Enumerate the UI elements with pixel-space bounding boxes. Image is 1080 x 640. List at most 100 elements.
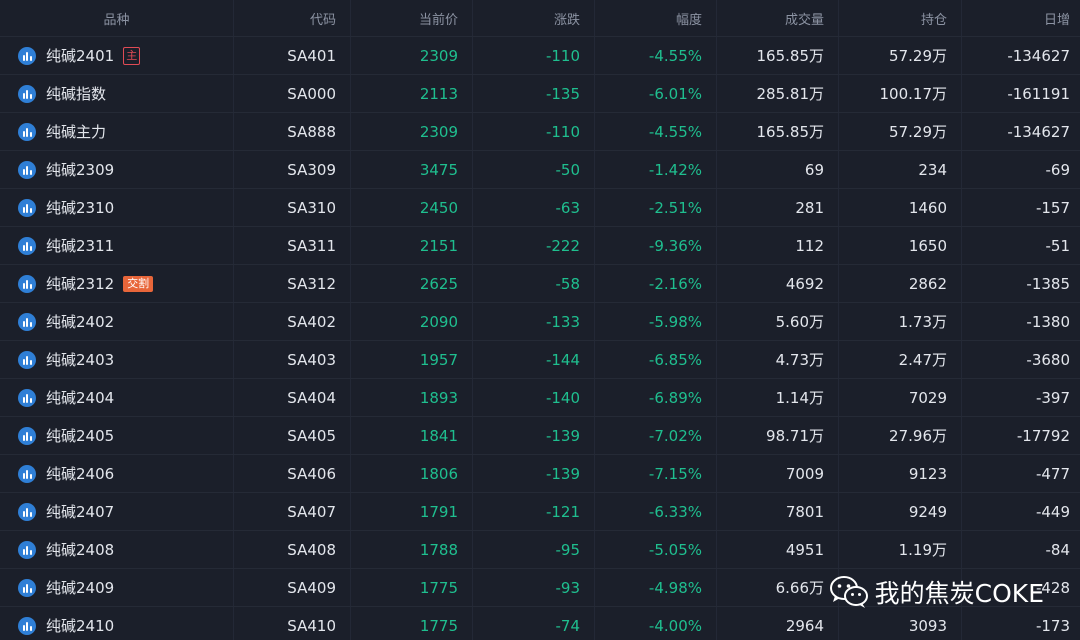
header-change[interactable]: 涨跌 [473,0,595,36]
header-name[interactable]: 品种 [0,0,234,36]
table-row[interactable]: 纯碱2405 SA405 1841 -139 -7.02% 98.71万 27.96万 -17… [0,417,1080,455]
percent-change: -6.01% [595,75,717,112]
bar-chart-icon[interactable] [18,502,36,521]
table-row[interactable]: 纯碱2312 交割 SA312 2625 -58 -2.16% 4692 2862 -1385 [0,265,1080,303]
current-price: 1841 [351,417,473,454]
header-volume[interactable]: 成交量 [717,0,839,36]
contract-name: 纯碱2406 [46,465,115,483]
percent-change: -9.36% [595,227,717,264]
bar-chart-icon[interactable] [18,616,36,635]
contract-name-cell[interactable]: 纯碱指数 [0,75,234,112]
table-row[interactable]: 纯碱主力 SA888 2309 -110 -4.55% 165.85万 57.29万 -134… [0,113,1080,151]
percent-change: -7.15% [595,455,717,492]
contract-name-cell[interactable]: 纯碱2409 [0,569,234,606]
table-row[interactable]: 纯碱2401 主 SA401 2309 -110 -4.55% 165.85万 57.29万 -… [0,37,1080,75]
bar-chart-icon[interactable] [18,122,36,141]
bar-chart-icon[interactable] [18,274,36,293]
open-interest: 234 [839,151,962,188]
contract-name: 纯碱2407 [46,503,115,521]
bar-chart-icon[interactable] [18,426,36,445]
current-price: 2625 [351,265,473,302]
contract-name: 纯碱2309 [46,161,115,179]
open-interest: 57.29万 [839,113,962,150]
percent-change: -1.42% [595,151,717,188]
contract-name-cell[interactable]: 纯碱2410 [0,607,234,640]
current-price: 1775 [351,569,473,606]
contract-name: 纯碱2405 [46,427,115,445]
bar-chart-icon[interactable] [18,84,36,103]
bar-chart-icon[interactable] [18,312,36,331]
bar-chart-icon[interactable] [18,350,36,369]
table-row[interactable]: 纯碱2402 SA402 2090 -133 -5.98% 5.60万 1.73万 -1380 [0,303,1080,341]
contract-name-cell[interactable]: 纯碱主力 [0,113,234,150]
bar-chart-icon[interactable] [18,46,36,65]
contract-name: 纯碱2408 [46,541,115,559]
open-interest: 9249 [839,493,962,530]
percent-change: -4.55% [595,37,717,74]
main-contract-badge: 主 [123,46,141,65]
daily-change: -134627 [1007,46,1070,65]
price-change: -133 [473,303,595,340]
table-row[interactable]: 纯碱2408 SA408 1788 -95 -5.05% 4951 1.19万 -84 [0,531,1080,569]
percent-change: -2.16% [595,265,717,302]
contract-code: SA402 [234,303,351,340]
table-row[interactable]: 纯碱2410 SA410 1775 -74 -4.00% 2964 3093 -173 [0,607,1080,640]
bar-chart-icon[interactable] [18,160,36,179]
contract-name-cell[interactable]: 纯碱2309 [0,151,234,188]
table-row[interactable]: 纯碱2407 SA407 1791 -121 -6.33% 7801 9249 -449 [0,493,1080,531]
open-interest: 1650 [839,227,962,264]
table-row[interactable]: 纯碱2406 SA406 1806 -139 -7.15% 7009 9123 -477 [0,455,1080,493]
header-price[interactable]: 当前价 [351,0,473,36]
contract-name: 纯碱2401 [46,47,115,65]
contract-code: SA408 [234,531,351,568]
percent-change: -5.98% [595,303,717,340]
contract-name-cell[interactable]: 纯碱2406 [0,455,234,492]
contract-name-cell[interactable]: 纯碱2402 [0,303,234,340]
bar-chart-icon[interactable] [18,464,36,483]
table-row[interactable]: 纯碱2409 SA409 1775 -93 -4.98% 6.66万 -428 [0,569,1080,607]
table-row[interactable]: 纯碱2311 SA311 2151 -222 -9.36% 112 1650 -51 [0,227,1080,265]
bar-chart-icon[interactable] [18,540,36,559]
table-row[interactable]: 纯碱2403 SA403 1957 -144 -6.85% 4.73万 2.47万 -3680 [0,341,1080,379]
daily-change: -449 [1035,502,1070,521]
current-price: 1806 [351,455,473,492]
table-row[interactable]: 纯碱2309 SA309 3475 -50 -1.42% 69 234 -69 [0,151,1080,189]
table-row[interactable]: 纯碱2404 SA404 1893 -140 -6.89% 1.14万 7029 -397 [0,379,1080,417]
bar-chart-icon[interactable] [18,198,36,217]
contract-name: 纯碱2404 [46,389,115,407]
bar-chart-icon[interactable] [18,578,36,597]
contract-name-cell[interactable]: 纯碱2311 [0,227,234,264]
price-change: -139 [473,455,595,492]
header-open-interest[interactable]: 持仓 [839,0,962,36]
contract-name-cell[interactable]: 纯碱2408 [0,531,234,568]
bar-chart-icon[interactable] [18,388,36,407]
header-code[interactable]: 代码 [234,0,351,36]
contract-name-cell[interactable]: 纯碱2404 [0,379,234,416]
daily-change: -51 [1045,236,1071,255]
current-price: 1791 [351,493,473,530]
contract-code: SA409 [234,569,351,606]
bar-chart-icon[interactable] [18,236,36,255]
contract-name-cell[interactable]: 纯碱2310 [0,189,234,226]
open-interest: 7029 [839,379,962,416]
table-row[interactable]: 纯碱2310 SA310 2450 -63 -2.51% 281 1460 -157 [0,189,1080,227]
current-price: 3475 [351,151,473,188]
contract-code: SA310 [234,189,351,226]
contract-name-cell[interactable]: 纯碱2407 [0,493,234,530]
contract-name-cell[interactable]: 纯碱2401 主 [0,37,234,74]
header-daily-change[interactable]: 日增 [1043,12,1070,28]
open-interest: 27.96万 [839,417,962,454]
percent-change: -7.02% [595,417,717,454]
contract-name: 纯碱指数 [46,85,107,103]
price-change: -63 [473,189,595,226]
table-row[interactable]: 纯碱指数 SA000 2113 -135 -6.01% 285.81万 100.17万 -16… [0,75,1080,113]
contract-name-cell[interactable]: 纯碱2312 交割 [0,265,234,302]
contract-name: 纯碱2312 [46,275,115,293]
header-percent[interactable]: 幅度 [595,0,717,36]
contract-name-cell[interactable]: 纯碱2403 [0,341,234,378]
contract-code: SA888 [234,113,351,150]
open-interest: 1.19万 [839,531,962,568]
contract-name-cell[interactable]: 纯碱2405 [0,417,234,454]
open-interest: 1460 [839,189,962,226]
